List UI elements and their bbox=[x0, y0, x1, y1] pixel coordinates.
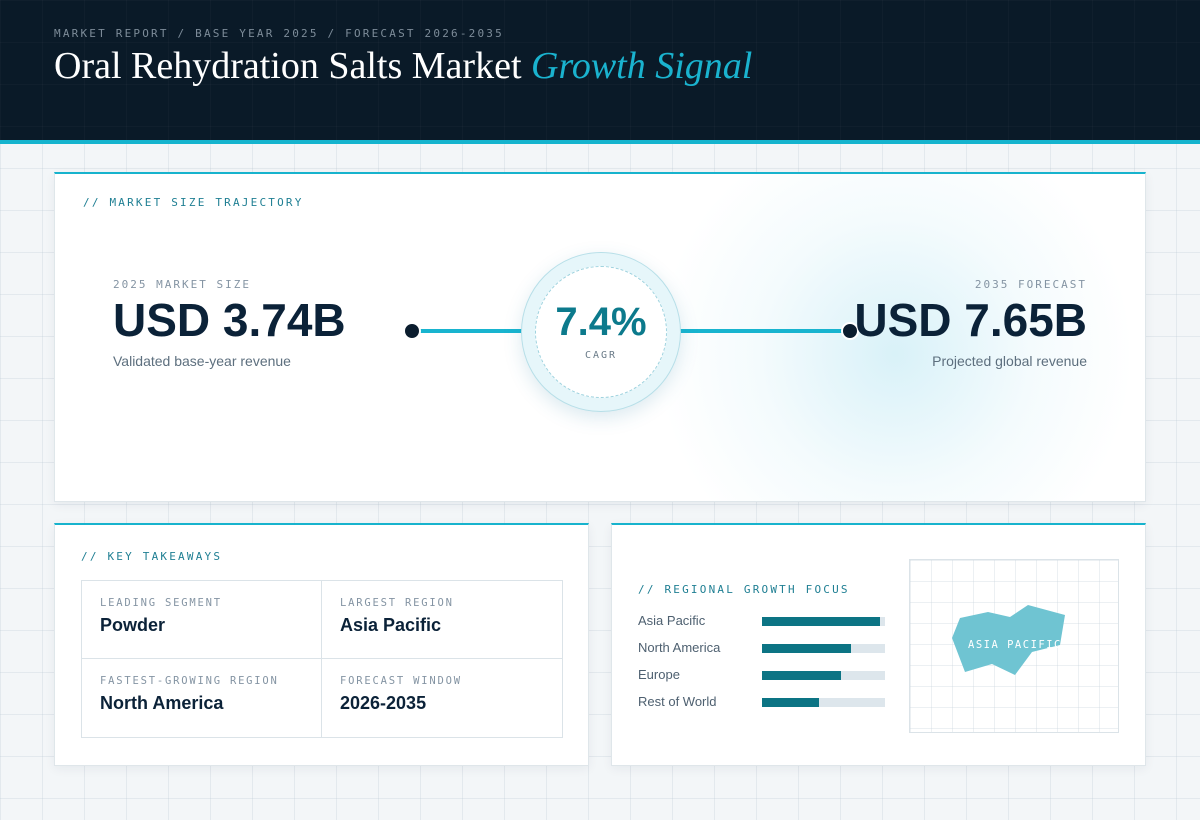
takeaway-label: LARGEST REGION bbox=[340, 597, 454, 609]
breadcrumb: MARKET REPORT / BASE YEAR 2025 / FORECAS… bbox=[54, 27, 504, 40]
trajectory-line-right bbox=[673, 329, 843, 333]
region-bar-fill bbox=[762, 671, 841, 680]
region-name: Europe bbox=[638, 667, 680, 682]
region-bar-fill bbox=[762, 698, 819, 707]
takeaway-forecast-window: FORECAST WINDOW 2026-2035 bbox=[322, 659, 562, 737]
page-header: MARKET REPORT / BASE YEAR 2025 / FORECAS… bbox=[0, 0, 1200, 144]
takeaway-leading-segment: LEADING SEGMENT Powder bbox=[82, 581, 322, 659]
map-region-label: ASIA PACIFIC bbox=[968, 639, 1062, 651]
page-title: Oral Rehydration Salts Market Growth Sig… bbox=[54, 43, 752, 89]
page-title-main: Oral Rehydration Salts Market bbox=[54, 45, 522, 87]
start-point-dot bbox=[403, 322, 421, 340]
takeaways-grid: LEADING SEGMENT Powder LARGEST REGION As… bbox=[81, 580, 563, 738]
cagr-value: 7.4% bbox=[555, 300, 647, 344]
region-row-rest-of-world: Rest of World bbox=[638, 693, 888, 711]
end-point-dot bbox=[841, 322, 859, 340]
takeaway-label: FASTEST-GROWING REGION bbox=[100, 675, 279, 687]
region-bar-fill bbox=[762, 644, 851, 653]
cagr-label: CAGR bbox=[584, 350, 618, 361]
region-bar-track bbox=[762, 671, 885, 680]
start-stat-value: USD 3.74B bbox=[113, 294, 346, 346]
takeaway-largest-region: LARGEST REGION Asia Pacific bbox=[322, 581, 562, 659]
end-stat-value: USD 7.65B bbox=[854, 294, 1087, 346]
region-row-asia-pacific: Asia Pacific bbox=[638, 612, 888, 630]
region-bar-fill bbox=[762, 617, 881, 626]
end-stat-label: 2035 FORECAST bbox=[974, 278, 1087, 291]
trajectory-line-left bbox=[419, 329, 529, 333]
takeaway-value: 2026-2035 bbox=[340, 693, 427, 713]
takeaways-section-label: // KEY TAKEAWAYS bbox=[81, 550, 223, 563]
background-glow bbox=[655, 174, 1135, 501]
region-bar-track bbox=[762, 698, 885, 707]
cagr-badge: 7.4% CAGR bbox=[521, 252, 681, 412]
takeaway-value: Asia Pacific bbox=[340, 615, 442, 635]
regional-growth-card: // REGIONAL GROWTH FOCUS Asia Pacific No… bbox=[611, 523, 1146, 766]
region-row-europe: Europe bbox=[638, 666, 888, 684]
cagr-badge-inner: 7.4% CAGR bbox=[535, 266, 667, 398]
market-size-trajectory-card: // MARKET SIZE TRAJECTORY 2025 MARKET SI… bbox=[54, 172, 1146, 502]
page-title-accent: Growth Signal bbox=[531, 45, 753, 87]
end-stat-caption: Projected global revenue bbox=[932, 353, 1087, 369]
takeaway-label: FORECAST WINDOW bbox=[340, 675, 462, 687]
start-stat-caption: Validated base-year revenue bbox=[113, 353, 291, 369]
region-bar-track bbox=[762, 644, 885, 653]
region-name: Rest of World bbox=[638, 694, 717, 709]
asia-pacific-mini-map: ASIA PACIFIC bbox=[909, 559, 1119, 733]
region-name: North America bbox=[638, 640, 721, 655]
start-stat-label: 2025 MARKET SIZE bbox=[113, 278, 251, 291]
takeaway-value: Powder bbox=[100, 615, 166, 635]
region-row-north-america: North America bbox=[638, 639, 888, 657]
region-bar-track bbox=[762, 617, 885, 626]
key-takeaways-card: // KEY TAKEAWAYS LEADING SEGMENT Powder … bbox=[54, 523, 589, 766]
takeaway-fastest-growing-region: FASTEST-GROWING REGION North America bbox=[82, 659, 322, 737]
takeaway-value: North America bbox=[100, 693, 224, 713]
regional-section-label: // REGIONAL GROWTH FOCUS bbox=[638, 583, 850, 596]
takeaway-label: LEADING SEGMENT bbox=[100, 597, 222, 609]
region-name: Asia Pacific bbox=[638, 613, 706, 628]
asia-pacific-shape bbox=[952, 605, 1065, 675]
trajectory-section-label: // MARKET SIZE TRAJECTORY bbox=[83, 196, 304, 209]
